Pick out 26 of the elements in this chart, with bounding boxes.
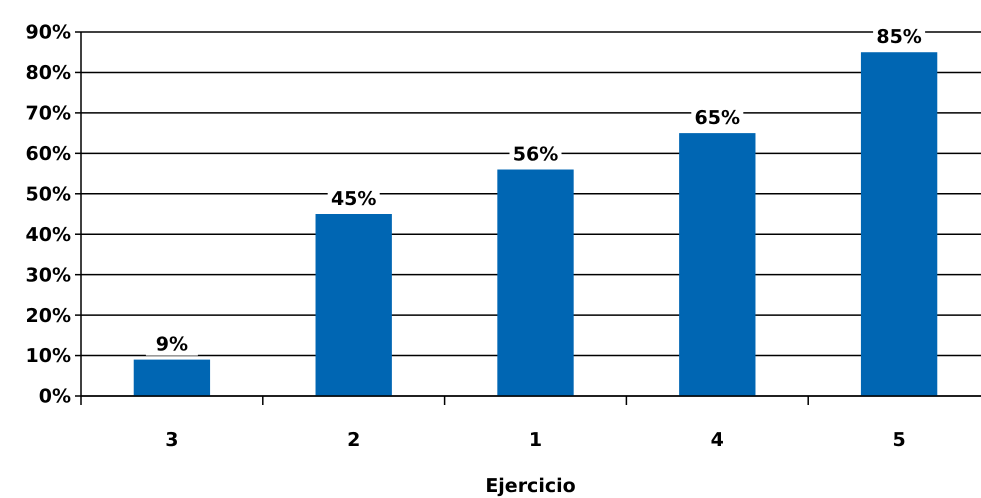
bar (134, 360, 210, 396)
y-tick-label: 60% (26, 142, 71, 165)
y-tick-label: 80% (26, 62, 71, 84)
x-tick-label: 2 (347, 429, 360, 451)
bar (679, 133, 756, 396)
y-tick-label: 40% (26, 224, 71, 246)
y-tick-label: 10% (26, 345, 71, 368)
data-label: 65% (694, 107, 740, 130)
x-tick-label: 5 (892, 429, 906, 451)
bar (316, 214, 392, 396)
data-label: 56% (512, 144, 558, 166)
x-tick-label: 4 (710, 429, 724, 451)
y-tick-label: 20% (26, 304, 71, 327)
data-label: 45% (330, 188, 376, 210)
y-tick-label: 50% (26, 183, 71, 206)
y-tick-label: 30% (26, 264, 71, 286)
bar (860, 52, 938, 396)
y-tick-label: 0% (38, 386, 71, 408)
x-axis-title: Ejercicio (485, 475, 576, 497)
data-label: 9% (156, 334, 188, 356)
x-tick-label: 3 (165, 429, 179, 451)
bar (497, 170, 574, 396)
y-tick-label: 90% (26, 22, 71, 44)
y-tick-label: 70% (26, 102, 71, 125)
x-tick-label: 1 (528, 429, 542, 451)
data-label: 85% (876, 26, 922, 48)
